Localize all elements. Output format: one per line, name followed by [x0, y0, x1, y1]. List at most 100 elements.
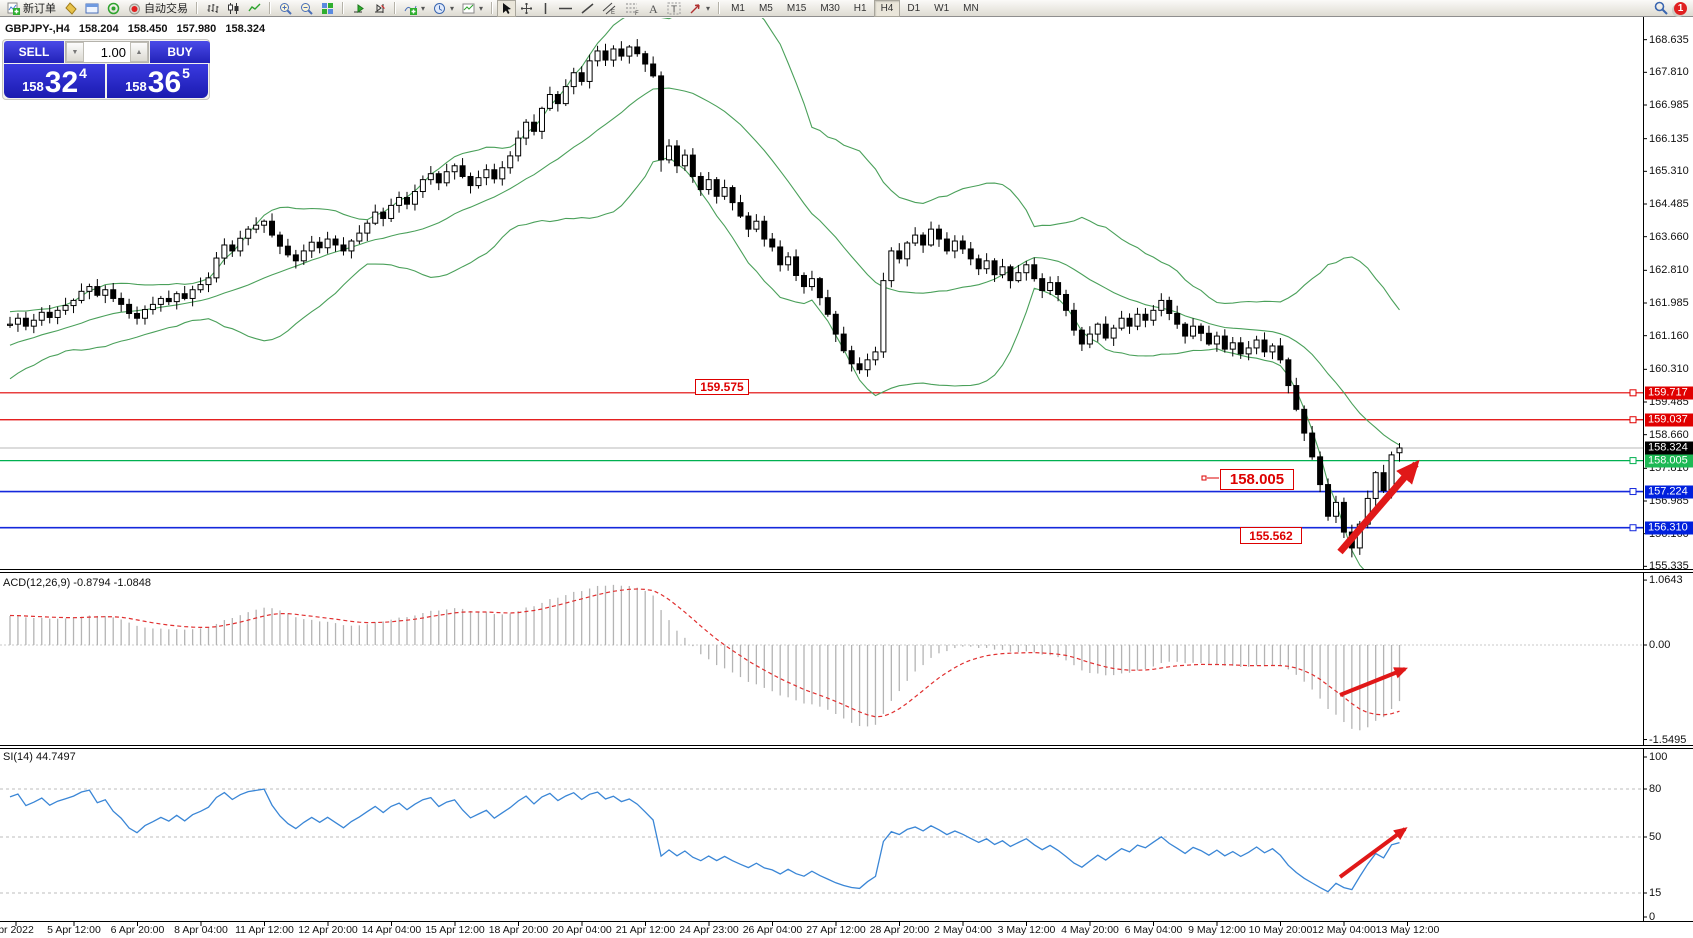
time-label: 18 Apr 20:00 [488, 924, 549, 936]
autotrade-button[interactable]: 自动交易 [124, 0, 192, 17]
cursor-tool-button[interactable] [497, 0, 517, 17]
time-label: 10 May 20:00 [1248, 924, 1313, 936]
candle-bearish [1237, 342, 1244, 355]
timeframe-button-M1[interactable]: M1 [731, 2, 745, 14]
trendline-tool-button[interactable] [577, 0, 598, 17]
candle-bullish [157, 297, 164, 305]
pane-separator-rsi[interactable] [0, 745, 1693, 749]
templates-button[interactable]: ▾ [458, 0, 487, 17]
line-handle[interactable] [1629, 389, 1637, 397]
candle-bullish [141, 309, 148, 319]
crosshair-icon [521, 2, 533, 14]
timeframe-button-M5[interactable]: M5 [758, 2, 773, 14]
candle-bearish [1277, 345, 1284, 361]
arrows-tool-button[interactable]: ▾ [685, 0, 714, 17]
periods-button[interactable]: ▾ [429, 0, 458, 17]
line-handle[interactable] [1629, 416, 1637, 424]
candle-bullish [538, 107, 545, 132]
buy-button[interactable]: BUY [150, 41, 210, 63]
bollinger-lower-band[interactable] [9, 156, 1400, 582]
buy-price-display[interactable]: 158 36 5 [107, 64, 208, 98]
pane-separator-macd[interactable] [0, 569, 1693, 573]
macd-signal-line[interactable] [9, 588, 1400, 718]
new-chart-button[interactable] [81, 0, 103, 17]
candle-bullish [928, 228, 935, 246]
volume-input[interactable] [84, 42, 130, 62]
line-handle[interactable] [1629, 488, 1637, 496]
charts-layout-button[interactable] [60, 0, 81, 17]
candle-bullish [626, 46, 633, 57]
timeframe-button-D1[interactable]: D1 [907, 2, 921, 14]
timeframe-button-MN[interactable]: MN [963, 2, 979, 14]
timeframe-button-M30[interactable]: M30 [820, 2, 840, 14]
candle-bullish [1110, 327, 1117, 339]
bar-chart-button[interactable] [202, 0, 223, 17]
line-handle[interactable] [1629, 457, 1637, 465]
open-value: 158.204 [78, 23, 119, 35]
candle-bullish [1229, 342, 1236, 350]
candle-bullish [54, 309, 61, 318]
trend-arrow-1[interactable] [1337, 459, 1420, 555]
trend-arrow-2[interactable] [1339, 667, 1408, 697]
sell-button[interactable]: SELL [4, 41, 64, 63]
vertical-line-tool-button[interactable] [537, 0, 554, 17]
candle-bearish [1301, 408, 1308, 434]
chart-shift-button[interactable] [369, 0, 390, 17]
price-tick-label: 161.985 [1649, 297, 1689, 309]
notification-badge[interactable]: 1 [1674, 1, 1687, 15]
tile-windows-button[interactable] [317, 0, 338, 17]
candle-bullish [1372, 472, 1379, 499]
search-icon[interactable] [1654, 1, 1668, 15]
label-tool-button[interactable]: T [663, 0, 685, 17]
fibonacci-tool-button[interactable]: F [621, 0, 644, 17]
timeframe-button-M15[interactable]: M15 [786, 2, 807, 14]
annotation-price-label-155.562[interactable]: 155.562 [1240, 527, 1302, 544]
candle-bearish [967, 248, 974, 260]
candle-bullish [411, 191, 418, 205]
indicators-button[interactable]: ▾ [400, 0, 429, 17]
signals-button[interactable] [103, 0, 124, 17]
candle-bullish [610, 48, 617, 61]
candle-bullish [14, 317, 21, 325]
time-label: 9 May 12:00 [1188, 924, 1246, 936]
rsi-scale-label: 15 [1649, 887, 1662, 899]
channel-tool-button[interactable]: E [598, 0, 621, 17]
new-order-label: 新订单 [23, 3, 56, 15]
timeframe-button-H1[interactable]: H1 [853, 2, 867, 14]
rsi-line[interactable] [9, 788, 1400, 893]
price-badge-159.717: 159.717 [1645, 386, 1693, 400]
line-handle[interactable] [1629, 524, 1637, 532]
timeframe-button-H4[interactable]: H4 [873, 0, 901, 17]
sell-price-display[interactable]: 158 32 4 [4, 64, 105, 98]
volume-decrease-button[interactable]: ▼ [66, 42, 84, 62]
bar-chart-icon [207, 3, 219, 13]
annotation-price-label-158.005[interactable]: 158.005 [1220, 469, 1294, 490]
horizontal-line-tool-button[interactable] [554, 0, 577, 17]
candle-bearish [602, 50, 609, 61]
candle-bullish [872, 351, 879, 361]
candle-bullish [594, 50, 601, 62]
candlestick-chart-button[interactable] [223, 0, 244, 17]
chart-canvas[interactable] [0, 17, 1693, 938]
new-order-button[interactable]: 新订单 [3, 0, 60, 17]
candle-bullish [888, 250, 895, 282]
auto-scroll-button[interactable] [348, 0, 369, 17]
trend-arrow-3[interactable] [1338, 827, 1408, 879]
arrow-objects-icon [690, 3, 700, 13]
dropdown-caret-icon: ▾ [706, 3, 711, 13]
zoom-in-button[interactable] [275, 0, 296, 17]
candle-bullish [396, 196, 403, 206]
candle-bearish [404, 196, 410, 205]
text-tool-button[interactable]: A [644, 0, 663, 17]
line-chart-button[interactable] [244, 0, 265, 17]
zoom-out-button[interactable] [296, 0, 317, 17]
candle-bullish [86, 286, 93, 292]
candle-bearish [1285, 359, 1292, 387]
candle-bearish [46, 311, 53, 318]
candle-bullish [1253, 339, 1260, 349]
chart-area[interactable]: ACD(12,26,9) -0.8794 -1.0848 SI(14) 44.7… [0, 17, 1693, 938]
annotation-price-label-159.575[interactable]: 159.575 [695, 379, 749, 395]
volume-increase-button[interactable]: ▲ [130, 42, 148, 62]
timeframe-button-W1[interactable]: W1 [934, 2, 950, 14]
crosshair-tool-button[interactable] [516, 0, 537, 17]
